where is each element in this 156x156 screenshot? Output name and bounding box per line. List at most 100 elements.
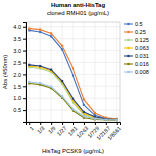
grid-line-x: [51, 22, 52, 122]
tick-mark: [23, 74, 26, 75]
series-line: [29, 67, 116, 120]
marker: [105, 118, 107, 120]
marker: [105, 119, 107, 121]
marker: [83, 104, 85, 106]
marker: [72, 67, 74, 69]
series-group: [28, 28, 118, 122]
grid-line-x: [73, 22, 74, 122]
legend-label: 0.063: [135, 45, 149, 51]
marker: [28, 28, 30, 30]
series-line: [29, 30, 116, 119]
marker: [39, 82, 41, 84]
legend-marker: [127, 31, 129, 33]
legend-item: 0.125: [124, 37, 149, 43]
legend-label: 0.016: [135, 61, 149, 67]
grid-line-x: [83, 22, 84, 122]
marker: [116, 118, 118, 120]
legend-swatch: [124, 23, 133, 24]
y-tick: 2.5: [13, 60, 26, 66]
tick-label: 4.0: [13, 24, 21, 30]
x-axis-title: HisTag PCSK9 (µg/mL): [42, 148, 104, 154]
marker: [94, 117, 96, 119]
marker: [72, 98, 74, 100]
tick-mark: [23, 86, 26, 87]
marker: [116, 118, 118, 120]
legend-marker: [127, 23, 129, 25]
legend-item: 0.031: [124, 53, 149, 59]
marker: [94, 117, 96, 119]
tick-label: 1: [28, 125, 34, 131]
tick-label: 1/3: [36, 125, 46, 135]
y-axis: 0.5 1.0 1.5 2.0 2.5 3.0 3.5 4.0: [13, 23, 26, 123]
y-tick: 1.0: [13, 95, 26, 101]
grid: [26, 22, 120, 122]
tick-label: 1.5: [13, 84, 21, 90]
tick-label: 3.5: [13, 36, 21, 42]
legend-item: 0.063: [124, 45, 149, 51]
marker: [83, 98, 85, 100]
marker: [61, 45, 63, 47]
legend-marker: [127, 39, 129, 41]
marker: [72, 108, 74, 110]
x-axis: 11/31/91/271/811/2431/7291/21871/6561: [27, 122, 123, 141]
marker: [83, 111, 85, 113]
tick-label: 0.5: [13, 107, 21, 113]
tick-mark: [23, 110, 26, 111]
marker: [94, 118, 96, 120]
marker: [116, 119, 118, 121]
marker: [39, 65, 41, 67]
marker: [28, 81, 30, 83]
marker: [116, 119, 118, 121]
y-tick: 1.5: [13, 84, 26, 90]
legend-label: 0.25: [135, 29, 146, 35]
marker: [94, 118, 96, 120]
marker: [105, 118, 107, 120]
grid-line-x: [94, 22, 95, 122]
marker: [61, 95, 63, 97]
legend-item: 0.016: [124, 61, 149, 67]
legend-label: 0.5: [135, 21, 143, 27]
legend-swatch: [124, 55, 133, 56]
plot-frame: [26, 22, 120, 122]
legend: 0.5 0.25 0.125 0.063 0.031 0.016 0.008: [124, 21, 149, 75]
legend-marker: [127, 55, 129, 57]
y-tick: 2.0: [13, 72, 26, 78]
marker: [83, 115, 85, 117]
subtitle: cloned RMH01 (µg/mL): [47, 10, 109, 16]
marker: [105, 119, 107, 121]
marker: [39, 31, 41, 33]
tick-label: 2.0: [13, 72, 21, 78]
plot-area: 0.51.01.52.02.53.03.54.011/31/91/271/811…: [13, 22, 122, 141]
tick-label: 1/6561: [106, 125, 122, 141]
grid-line-x: [105, 22, 106, 122]
marker: [116, 119, 118, 121]
legend-label: 0.031: [135, 53, 149, 59]
y-axis-title: Abs (450nm): [2, 55, 8, 89]
legend-swatch: [124, 31, 133, 32]
tick-mark: [23, 62, 26, 63]
marker: [50, 86, 52, 88]
tick-label: 1/27: [56, 125, 68, 137]
chart: Human anti-HisTagcloned RMH01 (µg/mL)0.5…: [0, 0, 156, 156]
marker: [61, 80, 63, 82]
legend-swatch: [124, 39, 133, 40]
y-tick: 3.0: [13, 48, 26, 54]
marker: [105, 119, 107, 121]
tick-mark: [23, 51, 26, 52]
chart-container: Human anti-HisTagcloned RMH01 (µg/mL)0.5…: [0, 0, 156, 156]
x-tick: 1/6561: [106, 122, 122, 141]
legend-marker: [127, 47, 129, 49]
tick-mark: [23, 39, 26, 40]
series-line: [29, 66, 116, 120]
legend-item: 0.25: [124, 29, 146, 35]
series-line: [29, 82, 116, 120]
marker: [50, 35, 52, 37]
grid-line-x: [29, 22, 30, 122]
grid-line-x: [40, 22, 41, 122]
x-tick: 1/3: [36, 122, 46, 135]
marker: [94, 112, 96, 114]
tick-mark: [23, 27, 26, 28]
legend-item: 0.008: [124, 69, 149, 75]
marker: [50, 69, 52, 71]
legend-item: 0.5: [124, 21, 143, 27]
